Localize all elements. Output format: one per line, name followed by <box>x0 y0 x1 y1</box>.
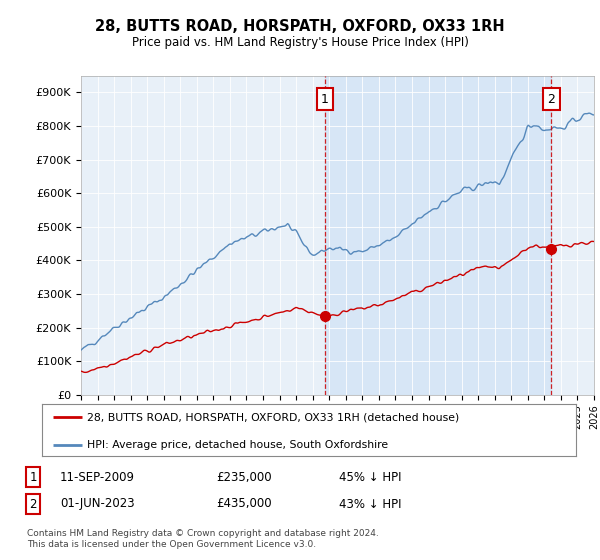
Text: 28, BUTTS ROAD, HORSPATH, OXFORD, OX33 1RH: 28, BUTTS ROAD, HORSPATH, OXFORD, OX33 1… <box>95 18 505 34</box>
Text: 2: 2 <box>29 497 37 511</box>
Text: HPI: Average price, detached house, South Oxfordshire: HPI: Average price, detached house, Sout… <box>88 440 389 450</box>
Text: £435,000: £435,000 <box>216 497 272 511</box>
Text: 2: 2 <box>547 92 555 106</box>
Text: Contains HM Land Registry data © Crown copyright and database right 2024.
This d: Contains HM Land Registry data © Crown c… <box>27 529 379 549</box>
Bar <box>325 76 551 395</box>
Text: Price paid vs. HM Land Registry's House Price Index (HPI): Price paid vs. HM Land Registry's House … <box>131 36 469 49</box>
Text: 28, BUTTS ROAD, HORSPATH, OXFORD, OX33 1RH (detached house): 28, BUTTS ROAD, HORSPATH, OXFORD, OX33 1… <box>88 412 460 422</box>
Text: 1: 1 <box>321 92 329 106</box>
Text: 45% ↓ HPI: 45% ↓ HPI <box>339 470 401 484</box>
Text: 1: 1 <box>29 470 37 484</box>
Text: 11-SEP-2009: 11-SEP-2009 <box>60 470 135 484</box>
Text: 01-JUN-2023: 01-JUN-2023 <box>60 497 134 511</box>
Text: £235,000: £235,000 <box>216 470 272 484</box>
Text: 43% ↓ HPI: 43% ↓ HPI <box>339 497 401 511</box>
